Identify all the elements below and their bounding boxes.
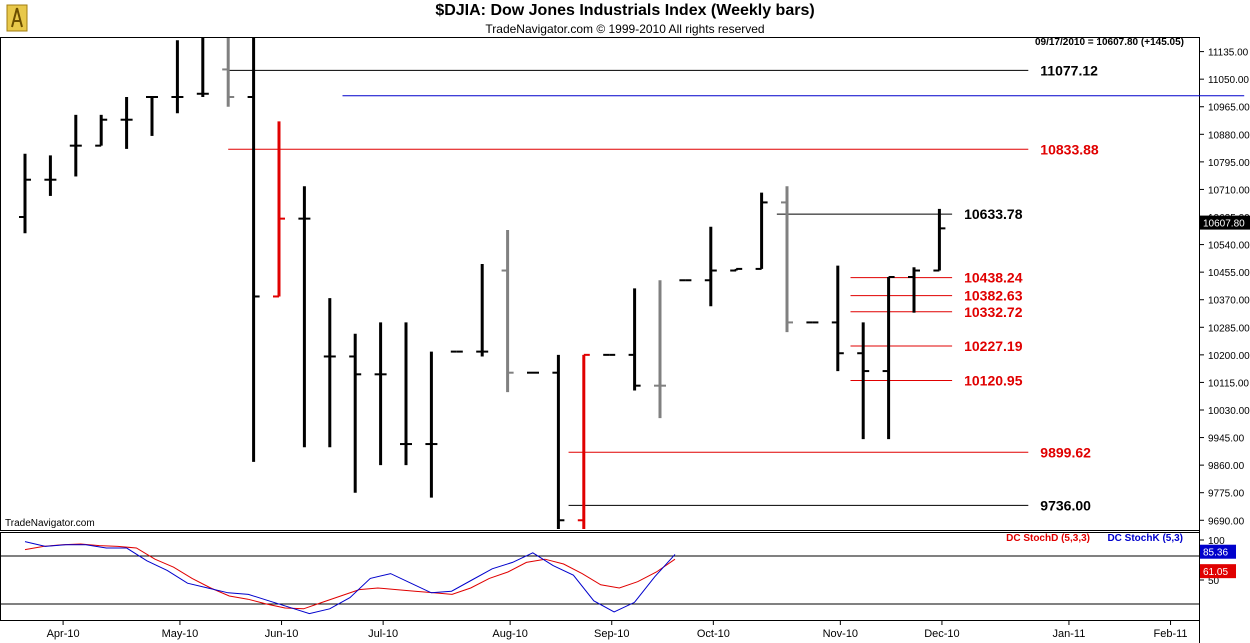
level-label: 10227.19 [964, 338, 1023, 354]
level-label: 9736.00 [1040, 497, 1091, 513]
x-tick-label: Sep-10 [594, 628, 629, 640]
y-tick-label: 9945.00 [1208, 434, 1245, 445]
y-tick-label: 9690.00 [1208, 516, 1245, 527]
level-label: 10382.63 [964, 288, 1023, 304]
legend-stoch-d: DC StochD (5,3,3) [1006, 533, 1090, 544]
x-tick-label: Aug-10 [492, 628, 527, 640]
y-tick-label: 11050.00 [1208, 75, 1249, 86]
osc-k-last-box [1200, 544, 1236, 559]
price-readout: 09/17/2010 = 10607.80 (+145.05) [1034, 37, 1184, 48]
oscillator-pane-frame [0, 532, 1200, 621]
level-label: 10120.95 [964, 372, 1023, 388]
y-tick-label: 10030.00 [1208, 406, 1250, 417]
y-tick-label: 10285.00 [1208, 323, 1250, 334]
osc-k-last-label: 85.36 [1203, 548, 1228, 559]
chart-title: $DJIA: Dow Jones Industrials Index (Week… [435, 2, 815, 19]
chart-subtitle: TradeNavigator.com © 1999-2010 All right… [485, 22, 765, 36]
legend-stoch-k: DC StochK (5,3) [1107, 533, 1183, 544]
level-label: 11077.12 [1040, 62, 1098, 78]
x-tick-label: Oct-10 [697, 628, 730, 640]
x-tick-label: Jul-10 [368, 628, 398, 640]
x-tick-label: Jan-11 [1053, 628, 1086, 640]
y-tick-label: 11135.00 [1208, 48, 1249, 59]
y-tick-label: 9775.00 [1208, 489, 1245, 500]
y-tick-label: 10115.00 [1208, 378, 1249, 389]
y-tick-label: 10965.00 [1208, 103, 1250, 114]
x-tick-label: May-10 [162, 628, 199, 640]
x-tick-label: Dec-10 [924, 628, 959, 640]
x-tick-label: Jun-10 [265, 628, 299, 640]
level-label: 10633.78 [964, 206, 1023, 222]
y-tick-label: 10200.00 [1208, 351, 1250, 362]
y-tick-label: 9860.00 [1208, 461, 1245, 472]
y-tick-label: 10880.00 [1208, 130, 1250, 141]
y-tick-label: 10455.00 [1208, 268, 1250, 279]
y-tick-label: 10795.00 [1208, 158, 1250, 169]
level-label: 10438.24 [964, 270, 1023, 286]
last-value-label: 10607.80 [1203, 219, 1245, 230]
x-tick-label: Apr-10 [47, 628, 80, 640]
osc-y-tick-label: 50 [1208, 576, 1220, 587]
x-tick-label: Feb-11 [1154, 628, 1188, 640]
osc-d-last-box [1200, 564, 1236, 579]
osc-d-last-label: 61.05 [1203, 567, 1228, 578]
x-tick-label: Nov-10 [823, 628, 858, 640]
osc-series-line [24, 541, 676, 615]
osc-y-tick-label: 100 [1208, 536, 1225, 547]
level-label: 10833.88 [1040, 141, 1099, 157]
osc-series-line [24, 543, 676, 610]
watermark: TradeNavigator.com [5, 518, 95, 529]
level-label: 10332.72 [964, 304, 1023, 320]
y-tick-label: 10710.00 [1208, 185, 1250, 196]
y-tick-label: 10370.00 [1208, 296, 1250, 307]
y-tick-label: 10540.00 [1208, 241, 1250, 252]
level-label: 9899.62 [1040, 444, 1091, 460]
trade-navigator-logo [3, 3, 31, 33]
last-value-box [1200, 215, 1250, 230]
